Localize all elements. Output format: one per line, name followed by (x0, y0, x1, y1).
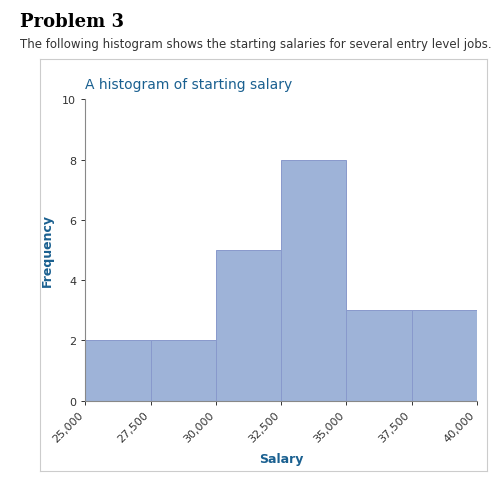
Y-axis label: Frequency: Frequency (41, 214, 54, 287)
Bar (411, 311, 476, 401)
Bar (150, 341, 215, 401)
Text: Problem 3: Problem 3 (20, 13, 124, 31)
Bar (476, 341, 501, 401)
Text: A histogram of starting salary: A histogram of starting salary (85, 78, 292, 92)
X-axis label: Salary: Salary (259, 452, 303, 465)
Text: The following histogram shows the starting salaries for several entry level jobs: The following histogram shows the starti… (20, 38, 490, 51)
Bar (281, 160, 346, 401)
Bar (346, 311, 411, 401)
Bar (85, 341, 150, 401)
Bar (215, 250, 281, 401)
